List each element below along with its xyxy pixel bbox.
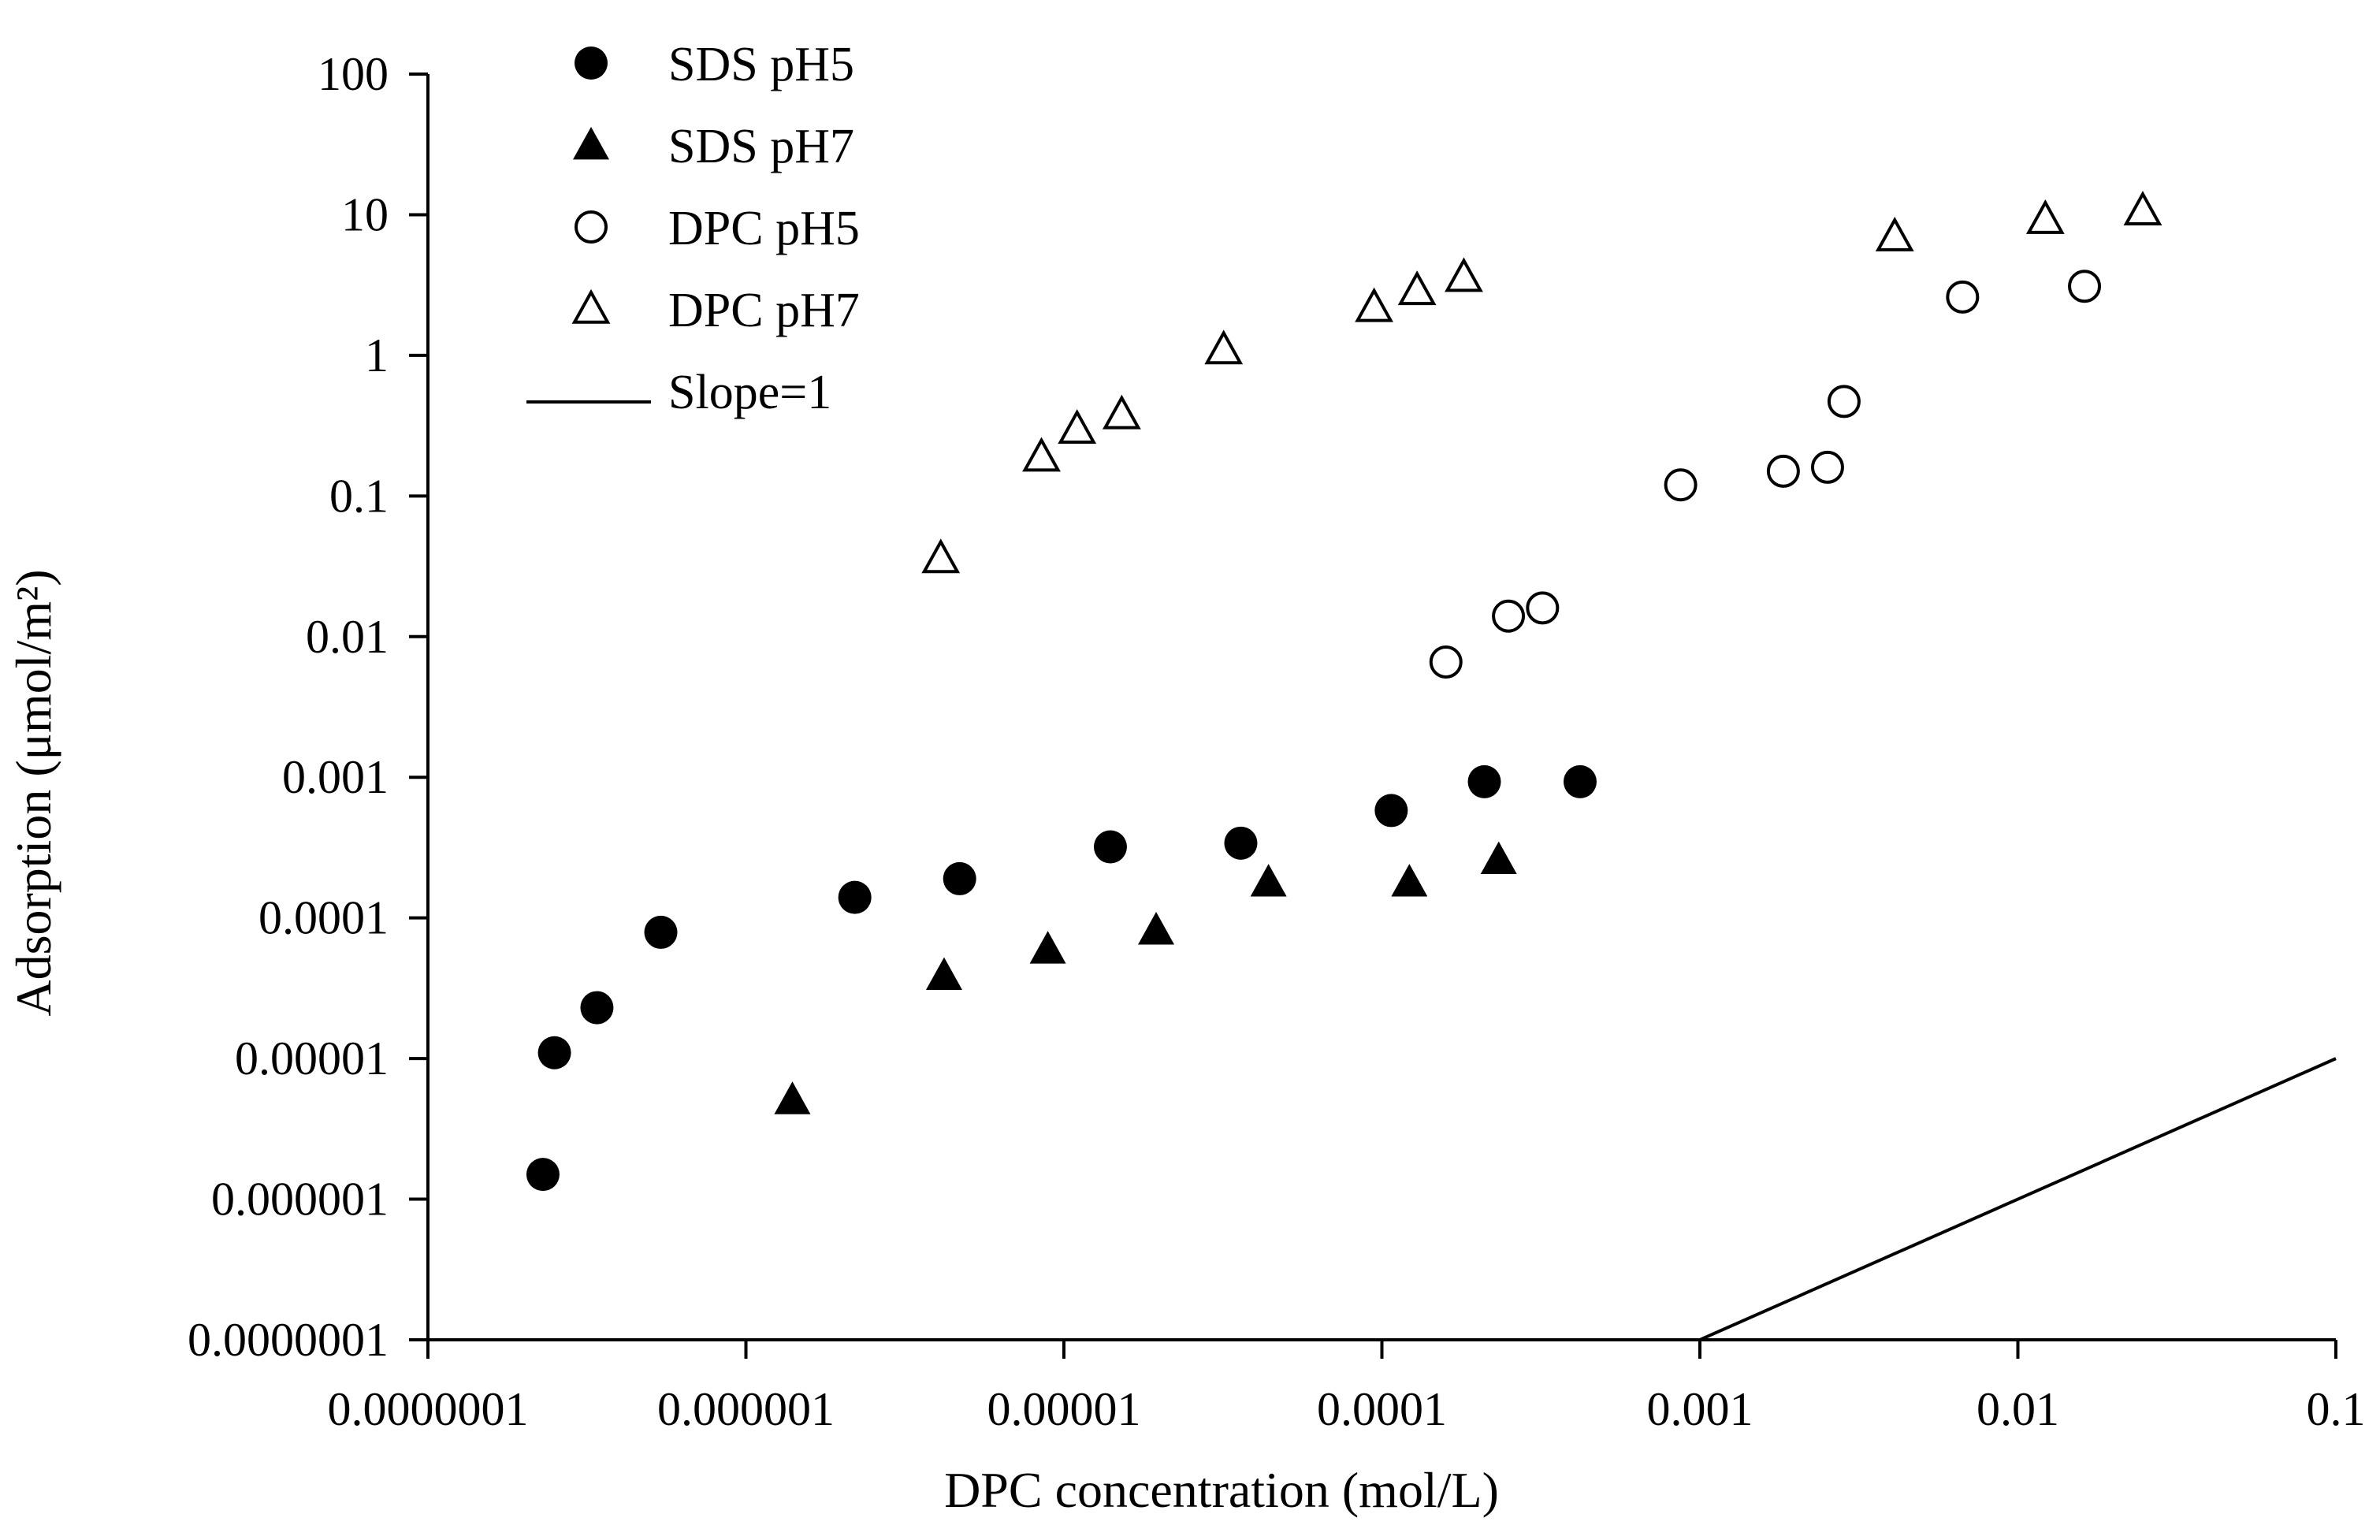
dpc-ph7-point [2123,191,2162,226]
y-tick-label: 0.1 [329,470,389,522]
sds-ph5-point [644,915,678,949]
legend-label: DPC pH5 [668,202,860,255]
sds-ph7-point [1250,864,1287,897]
dpc-ph7-point [921,538,961,574]
legend-item-dpc-ph5: DPC pH5 [575,202,860,255]
legend-label: Slope=1 [668,366,831,419]
sds-ph7-point [1138,912,1175,945]
series-dpc-ph7 [921,191,2162,574]
y-tick-label: 10 [341,188,389,240]
y-axis-title: Adsorption (μmol/m²) [6,569,61,1016]
sds-ph5-point [580,991,614,1025]
x-tick-label: 0.01 [1977,1383,2059,1435]
sds-ph5-point [1093,830,1127,864]
legend-symbol [573,127,609,160]
slope-line [1699,1057,2337,1341]
dpc-ph7-point [1445,257,1483,292]
legend-symbol [571,288,611,324]
legend-item-dpc-ph7: DPC pH7 [571,284,860,337]
sds-ph7-point [1029,931,1066,964]
dpc-ph7-point [1875,216,1914,251]
sds-ph5-point [1467,764,1501,798]
x-tick-label: 0.1 [2307,1383,2366,1435]
legend-label: SDS pH7 [668,120,854,173]
y-tick-label: 0.001 [282,751,389,803]
dpc-ph5-point [1766,454,1800,488]
sds-ph5-point [1374,794,1408,828]
dpc-ph7-point [1355,287,1393,322]
legend-symbol [575,210,608,244]
sds-ph7-point [1480,841,1517,875]
series-slope-1 [1699,1057,2337,1341]
series-dpc-ph5 [1429,270,2102,679]
sds-ph5-point [526,1158,560,1192]
y-tick-label: 0.00001 [235,1032,389,1084]
dpc-ph7-point [1022,437,1061,472]
dpc-ph7-point [1397,270,1437,306]
x-ticks: 0.0000001 0.000001 0.00001 0.0001 0.001 0.01 0… [328,1340,2366,1435]
x-tick-label: 0.0000001 [328,1383,529,1435]
dpc-ph5-point [1810,450,1844,484]
sds-ph5-point [838,880,872,914]
dpc-ph5-point [1827,385,1861,418]
y-tick-label: 0.01 [306,611,389,663]
dpc-ph5-point [1526,591,1560,625]
legend-label: SDS pH5 [668,38,854,91]
dpc-ph5-point [1946,280,1980,314]
series-sds-ph7 [774,841,1517,1114]
y-ticks: 0.0000001 0.000001 0.00001 0.0001 0.001 0.01 0… [188,48,428,1366]
y-tick-label: 100 [318,48,389,100]
dpc-ph7-point [1058,409,1097,444]
dpc-ph5-point [1492,599,1526,633]
x-tick-label: 0.001 [1647,1383,1753,1435]
sds-ph5-point [1224,826,1258,860]
x-tick-label: 0.00001 [987,1383,1141,1435]
sds-ph7-point [1391,864,1428,897]
x-tick-label: 0.0001 [1317,1383,1447,1435]
x-tick-label: 0.000001 [657,1383,835,1435]
legend-item-sds-ph5: SDS pH5 [575,38,854,91]
dpc-ph5-point [1664,468,1698,502]
dpc-ph5-point [1429,645,1463,679]
y-tick-label: 0.0000001 [188,1314,389,1366]
series-sds-ph5 [526,764,1597,1192]
sds-ph7-point [774,1081,811,1114]
y-tick-label: 1 [365,329,389,381]
dpc-ph7-point [2025,199,2065,234]
legend-item-slope-1: Slope=1 [526,366,831,419]
y-tick-label: 0.000001 [211,1174,389,1226]
legend-symbol [575,46,608,80]
dpc-ph7-point [1204,329,1244,365]
legend-item-sds-ph7: SDS pH7 [573,120,854,173]
y-tick-label: 0.0001 [258,892,389,944]
sds-ph5-point [1563,764,1597,798]
legend-label: DPC pH7 [668,284,860,337]
sds-ph5-point [537,1036,571,1069]
sds-ph5-point [943,861,976,895]
series-layer [526,191,2337,1341]
legend: SDS pH5 SDS pH7 DPC pH5 DPC pH7 Slope=1 [526,38,860,419]
dpc-ph7-point [1102,394,1141,430]
sds-ph7-point [925,957,962,991]
x-axis-title: DPC concentration (mol/L) [944,1462,1499,1518]
dpc-ph5-point [2068,270,2102,303]
